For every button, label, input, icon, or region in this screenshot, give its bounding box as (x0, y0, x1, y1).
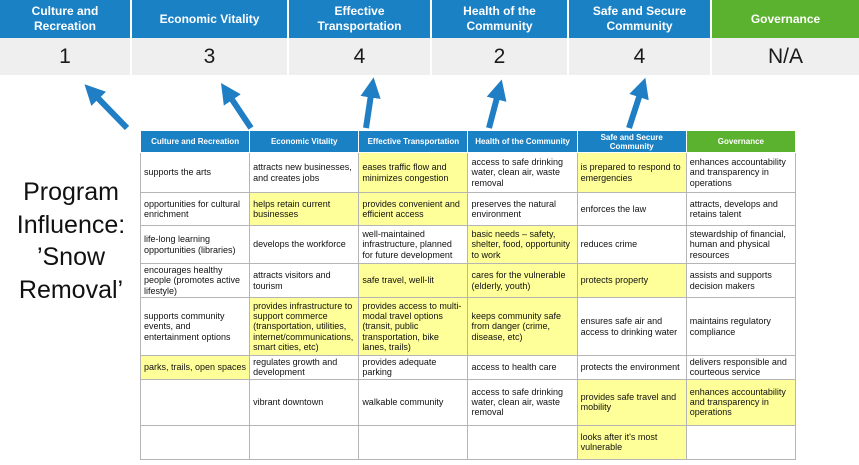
matrix-cell (685, 424, 797, 460)
matrix-cell: preserves the natural environment (467, 192, 578, 226)
score-economic-vitality: 3 (130, 38, 287, 75)
matrix-cell: provides convenient and efficient access (358, 192, 469, 226)
matrix-row: looks after it's most vulnerable (139, 424, 797, 460)
up-arrow-icon (626, 77, 649, 129)
matrix-cell: attracts visitors and tourism (249, 262, 360, 299)
matrix-cell: provides adequate parking (358, 355, 469, 380)
score-effective-transportation: 4 (287, 38, 430, 75)
matrix-row: supports the arts attracts new businesses… (139, 152, 797, 193)
matrix-row: supports community events, and entertain… (139, 297, 797, 357)
up-arrow-icon (221, 83, 254, 130)
matrix-row: opportunities for cultural enrichment hel… (139, 192, 797, 226)
matrix-cell: access to health care (467, 355, 578, 380)
up-arrow-icon (360, 77, 381, 129)
matrix-cell: assists and supports decision makers (685, 262, 797, 299)
matrix-header: Culture and Recreation (139, 130, 251, 153)
matrix-cell: maintains regulatory compliance (685, 297, 797, 357)
matrix-cell: ensures safe air and access to drinking … (576, 297, 687, 357)
summary-header-culture-and-recreation: Culture and Recreation (0, 0, 130, 38)
matrix-cell: eases traffic flow and minimizes congest… (358, 152, 469, 193)
matrix-cell (467, 424, 578, 460)
matrix-cell: supports community events, and entertain… (139, 297, 251, 357)
matrix-cell: attracts, develops and retains talent (685, 192, 797, 226)
matrix-cell: protects the environment (576, 355, 687, 380)
summary-header-effective-transportation: Effective Transportation (287, 0, 430, 38)
matrix-cell: access to safe drinking water, clean air… (467, 378, 578, 426)
matrix-header: Effective Transportation (358, 130, 469, 153)
matrix-cell: vibrant downtown (249, 378, 360, 426)
influence-matrix: Culture and Recreation Economic Vitality E… (139, 130, 797, 460)
matrix-cell: walkable community (358, 378, 469, 426)
matrix-cell: well-maintained infrastructure, planned … (358, 225, 469, 264)
score-culture-and-recreation: 1 (0, 38, 130, 75)
matrix-cell: access to safe drinking water, clean air… (467, 152, 578, 193)
score-health-of-the-community: 2 (430, 38, 567, 75)
matrix-head: Culture and Recreation Economic Vitality E… (139, 130, 797, 153)
up-arrow-icon (84, 84, 130, 131)
summary-header-economic-vitality: Economic Vitality (130, 0, 287, 38)
matrix-cell: helps retain current businesses (249, 192, 360, 226)
score-safe-and-secure-community: 4 (567, 38, 710, 75)
summary-header-health-of-the-community: Health of the Community (430, 0, 567, 38)
matrix-row: vibrant downtown walkable community access… (139, 378, 797, 426)
matrix-cell: safe travel, well-lit (358, 262, 469, 299)
matrix-row: parks, trails, open spaces regulates grow… (139, 355, 797, 380)
matrix-cell (358, 424, 469, 460)
matrix-cell: enforces the law (576, 192, 687, 226)
matrix-cell: basic needs – safety, shelter, food, opp… (467, 225, 578, 264)
matrix-header: Governance (685, 130, 797, 153)
matrix-cell: looks after it's most vulnerable (576, 424, 687, 460)
matrix-header: Safe and Secure Community (576, 130, 687, 153)
matrix-cell: stewardship of financial, human and phys… (685, 225, 797, 264)
matrix-cell (139, 378, 251, 426)
matrix-cell: life-long learning opportunities (librar… (139, 225, 251, 264)
up-arrow-icon (486, 79, 507, 129)
matrix-cell: supports the arts (139, 152, 251, 193)
matrix-cell: is prepared to respond to emergencies (576, 152, 687, 193)
matrix-cell: provides safe travel and mobility (576, 378, 687, 426)
matrix-header: Economic Vitality (249, 130, 360, 153)
summary-score-row: 1 3 4 2 4 N/A (0, 38, 859, 75)
summary-header-row: Culture and Recreation Economic Vitality… (0, 0, 859, 38)
matrix-cell: provides access to multi-modal travel op… (358, 297, 469, 357)
matrix-cell: delivers responsible and courteous servi… (685, 355, 797, 380)
matrix-cell: keeps community safe from danger (crime,… (467, 297, 578, 357)
matrix-cell: parks, trails, open spaces (139, 355, 251, 380)
matrix-cell: develops the workforce (249, 225, 360, 264)
matrix-cell (139, 424, 251, 460)
matrix-cell: enhances accountability and transparency… (685, 378, 797, 426)
arrows-layer (84, 77, 649, 131)
matrix-header-row: Culture and Recreation Economic Vitality E… (139, 130, 797, 153)
matrix-cell: provides infrastructure to support comme… (249, 297, 360, 357)
matrix-cell: enhances accountability and transparency… (685, 152, 797, 193)
matrix-cell: cares for the vulnerable (elderly, youth… (467, 262, 578, 299)
matrix-row: life-long learning opportunities (librar… (139, 225, 797, 264)
matrix-body: supports the arts attracts new businesses… (139, 152, 797, 460)
matrix-row: encourages healthy people (promotes acti… (139, 262, 797, 299)
matrix-cell: opportunities for cultural enrichment (139, 192, 251, 226)
summary-header-governance: Governance (710, 0, 859, 38)
matrix-cell: encourages healthy people (promotes acti… (139, 262, 251, 299)
summary-header-safe-and-secure-community: Safe and Secure Community (567, 0, 710, 38)
page-title: Program Influence: ’Snow Removal’ (16, 178, 126, 304)
matrix-cell (249, 424, 360, 460)
matrix-cell: protects property (576, 262, 687, 299)
matrix-header: Health of the Community (467, 130, 578, 153)
matrix-cell: attracts new businesses, and creates job… (249, 152, 360, 193)
matrix-cell: reduces crime (576, 225, 687, 264)
matrix-cell: regulates growth and development (249, 355, 360, 380)
score-governance: N/A (710, 38, 859, 75)
